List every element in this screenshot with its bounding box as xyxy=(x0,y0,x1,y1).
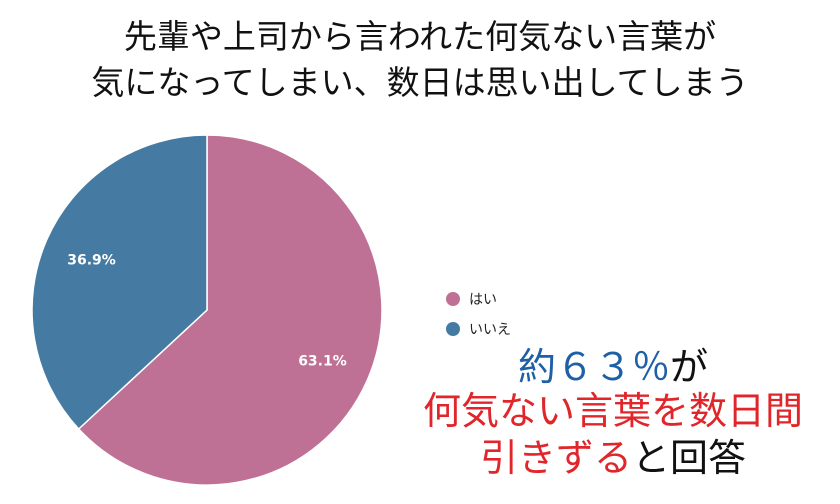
callout-line-3: 引きずると回答 xyxy=(408,433,818,483)
chart-legend: はい いいえ xyxy=(446,284,511,344)
pie-slice-no xyxy=(31,134,208,431)
legend-label-yes: はい xyxy=(469,292,497,308)
legend-swatch-yes xyxy=(446,292,460,306)
legend-swatch-no xyxy=(446,322,460,336)
pie-label-no: 36.9% xyxy=(67,253,116,269)
chart-title-line-1: 先輩や上司から言われた何気ない言葉が xyxy=(123,17,717,56)
chart-title-line-2: 気になってしまい、数日は思い出してしまう xyxy=(91,63,749,102)
chart-title: 先輩や上司から言われた何気ない言葉が 気になってしまい、数日は思い出してしまう xyxy=(0,14,840,106)
legend-label-no: いいえ xyxy=(469,322,511,338)
legend-item-no: いいえ xyxy=(446,314,511,344)
callout-line-1: 約６３％が xyxy=(408,342,818,392)
callout-particle: が xyxy=(670,345,709,389)
pie-slice-yes xyxy=(77,134,383,486)
callout-line-2: 何気ない言葉を数日間 xyxy=(422,389,803,433)
pie-label-yes: 63.1% xyxy=(298,353,347,369)
legend-item-yes: はい xyxy=(446,284,511,314)
callout-percentage: 約６３％ xyxy=(517,345,670,389)
callout-emphasis: 引きずる xyxy=(479,436,632,480)
callout-answer: と回答 xyxy=(632,436,747,480)
